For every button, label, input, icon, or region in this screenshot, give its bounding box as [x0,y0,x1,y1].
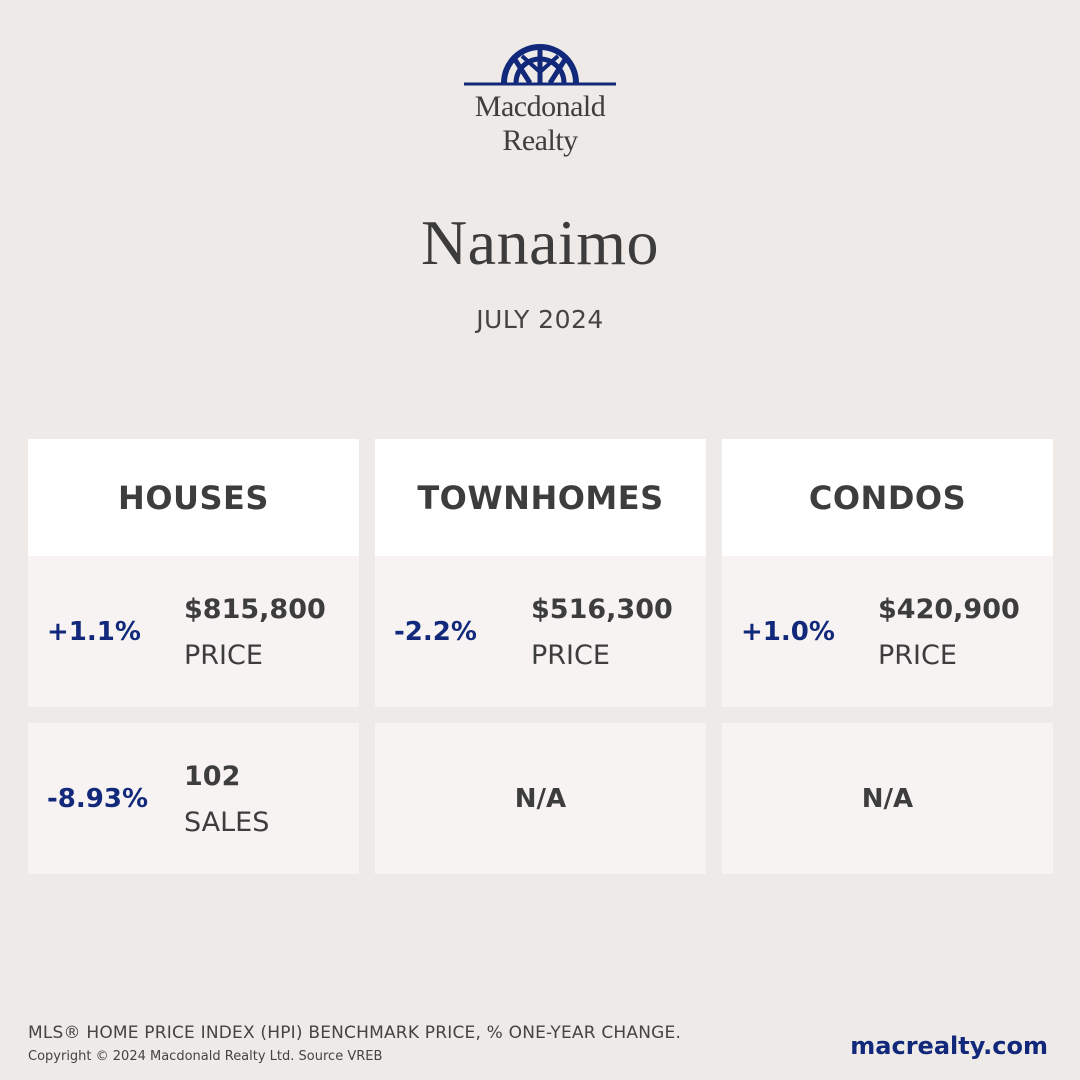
column-title: CONDOS [722,439,1053,556]
website-link[interactable]: macrealty.com [850,1032,1048,1060]
sunburst-logo-icon [464,44,616,86]
sales-change: -8.93% [47,783,148,814]
column-title: HOUSES [28,439,359,556]
column-condos: CONDOS +1.0% $420,900 PRICE N/A [722,439,1053,874]
sales-not-available: N/A [514,783,567,814]
methodology-note: MLS® HOME PRICE INDEX (HPI) BENCHMARK PR… [28,1023,682,1043]
column-houses: HOUSES +1.1% $815,800 PRICE -8.93% 102 S… [28,439,359,874]
price-card: +1.0% $420,900 PRICE [722,556,1053,707]
sales-card: N/A [375,723,706,874]
brand-logo: Macdonald Realty [460,38,620,163]
column-title: TOWNHOMES [375,439,706,556]
copyright-text: Copyright © 2024 Macdonald Realty Ltd. S… [28,1049,383,1064]
page-title: Nanaimo [420,207,660,278]
brand-name-line2: Realty [502,124,578,157]
sales-value: 102 [184,761,241,792]
sales-card: N/A [722,723,1053,874]
price-value: $420,900 [878,594,1020,625]
price-change: +1.0% [741,616,835,647]
price-label: PRICE [531,640,610,671]
column-townhomes: TOWNHOMES -2.2% $516,300 PRICE N/A [375,439,706,874]
price-change: -2.2% [394,616,477,647]
sales-not-available: N/A [861,783,914,814]
price-label: PRICE [878,640,957,671]
sales-card: -8.93% 102 SALES [28,723,359,874]
price-change: +1.1% [47,616,141,647]
price-card: +1.1% $815,800 PRICE [28,556,359,707]
price-value: $815,800 [184,594,326,625]
brand-name-line1: Macdonald [474,90,606,123]
sales-label: SALES [184,807,270,838]
price-label: PRICE [184,640,263,671]
report-period: JULY 2024 [476,305,604,334]
price-card: -2.2% $516,300 PRICE [375,556,706,707]
price-value: $516,300 [531,594,673,625]
